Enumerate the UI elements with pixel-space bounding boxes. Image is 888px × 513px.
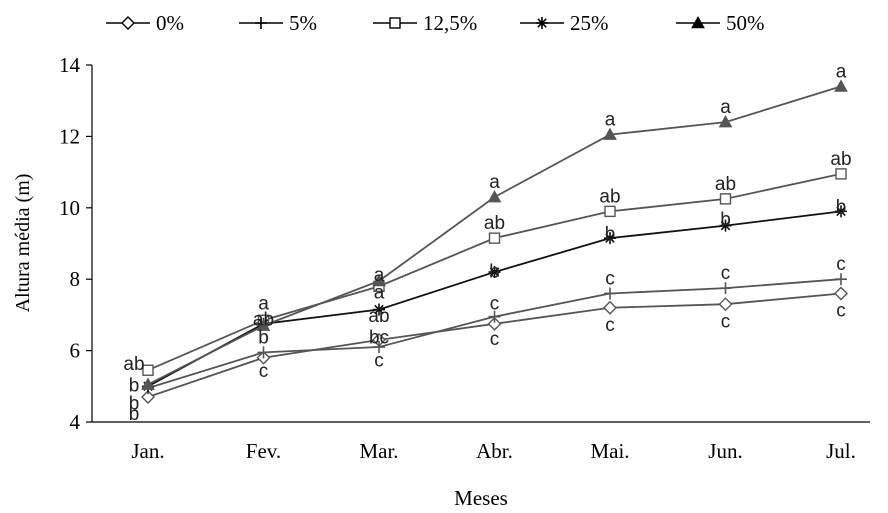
significance-letter: ab [599, 186, 620, 207]
significance-letter: b [836, 197, 847, 218]
legend-label: 12,5% [423, 11, 477, 35]
data-point [373, 341, 385, 354]
data-point [719, 219, 732, 232]
significance-letter: c [490, 293, 500, 314]
data-point [604, 287, 616, 300]
data-point [488, 232, 501, 244]
x-axis-label: Meses [454, 486, 508, 510]
significance-letter: c [605, 315, 615, 336]
significance-letter: ab [123, 354, 144, 375]
data-point [372, 273, 386, 287]
significance-letter: c [836, 301, 846, 322]
data-point [488, 266, 501, 279]
significance-letter: b [129, 404, 140, 425]
data-point [834, 286, 848, 301]
significance-letter: a [489, 172, 500, 193]
legend-marker [389, 17, 401, 29]
significance-letter: ab [253, 309, 274, 330]
x-tick-label: Jan. [131, 439, 164, 463]
significance-letter: c [721, 311, 731, 332]
significance-letter: b [129, 393, 140, 414]
data-point [604, 232, 616, 245]
y-tick-label: 8 [70, 267, 81, 291]
significance-letter: b [129, 376, 140, 397]
x-tick-label: Abr. [476, 439, 513, 463]
significance-letter: ab [484, 213, 505, 234]
y-tick-label: 14 [59, 53, 81, 77]
legend-marker [255, 17, 267, 29]
legend-label: 5% [289, 11, 317, 35]
data-point [603, 300, 617, 315]
data-point [373, 303, 385, 316]
significance-letter: c [374, 351, 384, 372]
significance-letter: b [258, 327, 269, 348]
y-axis-label: Altura média (m) [12, 174, 34, 313]
data-point [718, 115, 733, 128]
data-point [719, 282, 732, 295]
data-point [835, 273, 847, 286]
significance-letter: b [720, 210, 731, 231]
legend-marker [691, 15, 705, 29]
significance-letter: a [720, 97, 731, 118]
data-point [141, 390, 155, 404]
significance-letter: ab [715, 174, 736, 195]
significance-letter: c [721, 263, 731, 284]
significance-letter: a [605, 110, 616, 131]
significance-letter: a [258, 293, 269, 314]
data-point [141, 377, 155, 390]
significance-letter: b [489, 261, 500, 282]
x-tick-label: Mar. [359, 439, 398, 463]
significance-letter: ab [368, 306, 389, 327]
data-point [488, 310, 501, 323]
data-point [142, 364, 154, 376]
legend-marker [536, 17, 548, 29]
legend-label: 25% [570, 11, 609, 35]
significance-letter: c [490, 329, 500, 350]
significance-letter: bc [369, 327, 389, 348]
data-point [834, 79, 848, 92]
data-point [718, 297, 733, 312]
significance-letter: b [605, 224, 616, 245]
significance-letter: ab [830, 149, 851, 170]
data-point [719, 193, 732, 205]
data-point [835, 168, 847, 180]
x-tick-label: Mai. [590, 439, 629, 463]
y-tick-label: 12 [59, 124, 80, 148]
significance-letter: a [836, 61, 847, 82]
significance-letter: c [605, 268, 615, 289]
y-tick-label: 6 [70, 339, 81, 363]
significance-letter: a [374, 265, 385, 286]
legend-marker [121, 16, 135, 30]
data-point [487, 190, 502, 203]
x-tick-label: Jun. [708, 439, 742, 463]
x-tick-label: Fev. [246, 439, 281, 463]
data-point [257, 346, 270, 359]
significance-letter: c [259, 361, 269, 382]
x-tick-label: Jul. [826, 439, 856, 463]
significance-letter: c [836, 254, 846, 275]
legend-label: 50% [726, 11, 765, 35]
significance-letter: a [374, 283, 385, 304]
data-point [487, 316, 502, 331]
data-point [604, 205, 616, 218]
data-point [603, 127, 617, 140]
y-tick-label: 4 [70, 410, 81, 434]
data-point [256, 318, 271, 331]
data-point [835, 205, 847, 218]
y-tick-label: 10 [59, 196, 80, 220]
legend-label: 0% [156, 11, 184, 35]
